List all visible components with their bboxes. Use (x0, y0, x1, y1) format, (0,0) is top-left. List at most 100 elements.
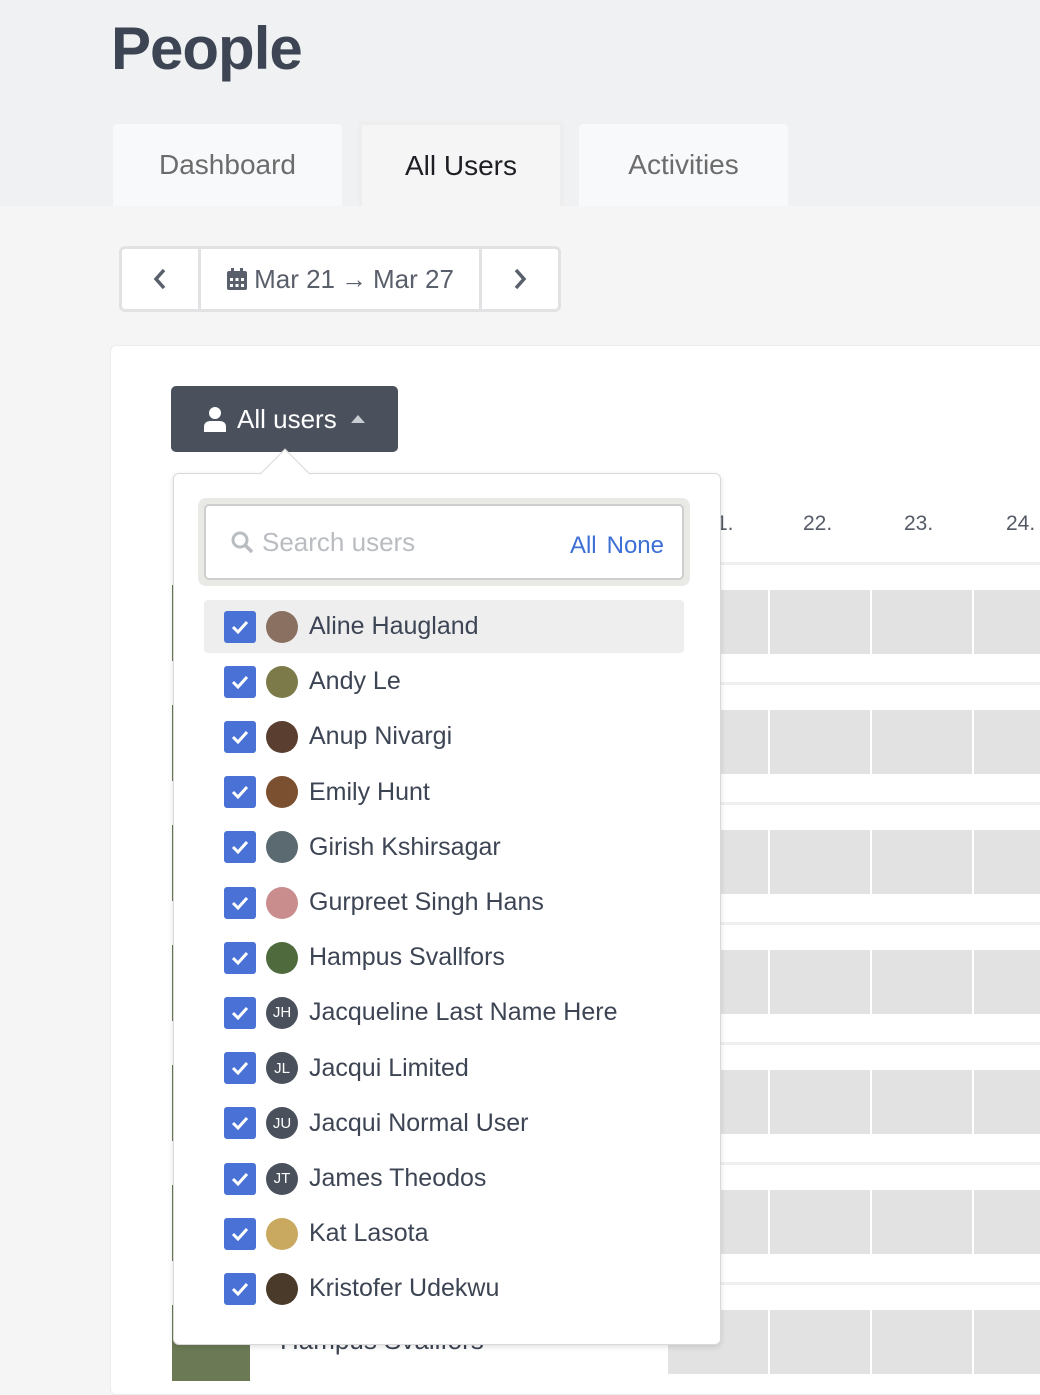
select-all-link[interactable]: All (569, 532, 597, 559)
calendar-cell[interactable] (974, 950, 1040, 1014)
user-list-item[interactable]: JT James Theodos (204, 1152, 684, 1205)
avatar: JU (266, 1107, 298, 1140)
check-icon (231, 1282, 249, 1296)
calendar-cell[interactable] (974, 1310, 1040, 1374)
calendar-cell[interactable] (872, 830, 972, 894)
user-name: Anup Nivargi (309, 722, 453, 751)
calendar-cell[interactable] (872, 1310, 972, 1374)
date-range-button[interactable]: Mar 21 → Mar 27 (198, 249, 482, 309)
calendar-cell[interactable] (974, 1190, 1040, 1254)
page-title: People (111, 15, 303, 82)
calendar-cell[interactable] (770, 950, 870, 1014)
checkbox[interactable] (224, 665, 256, 698)
user-name: James Theodos (309, 1164, 487, 1192)
user-name: Gurpreet Singh Hans (309, 888, 544, 916)
row-divider (668, 1162, 1040, 1165)
checkbox[interactable] (224, 1107, 256, 1140)
filter-label: All users (237, 403, 337, 434)
prev-week-button[interactable] (122, 249, 198, 309)
row-divider (668, 562, 1040, 565)
calendar-cell[interactable] (872, 710, 972, 774)
check-icon (231, 1172, 249, 1186)
calendar-cell[interactable] (770, 590, 870, 654)
user-name: Aline Haugland (309, 612, 479, 640)
user-name: Jacqui Normal User (309, 1108, 529, 1137)
check-icon (231, 1062, 249, 1076)
avatar: JT (266, 1162, 298, 1195)
checkbox[interactable] (224, 1052, 256, 1085)
check-icon (231, 786, 249, 800)
avatar (266, 886, 298, 919)
check-icon (231, 675, 249, 689)
user-list-item[interactable]: Kristofer Udekwu (204, 1262, 684, 1315)
tab-dashboard[interactable]: Dashboard (113, 124, 342, 206)
row-divider (668, 682, 1040, 685)
caret-up-icon (350, 415, 365, 423)
user-list-item[interactable]: Kat Lasota (204, 1207, 684, 1260)
user-list-item[interactable]: Emily Hunt (204, 766, 684, 819)
calendar-cell[interactable] (974, 710, 1040, 774)
checkbox[interactable] (224, 941, 256, 974)
tab-all-users[interactable]: All Users (358, 121, 564, 206)
user-list-item[interactable]: JL Jacqui Limited (204, 1042, 684, 1095)
user-list-item[interactable]: JH Jacqueline Last Name Here (204, 986, 684, 1039)
calendar-cell[interactable] (974, 830, 1040, 894)
user-icon (204, 407, 226, 432)
user-list-item[interactable]: Andy Le (204, 655, 684, 708)
day-header: 23. (904, 512, 934, 535)
select-none-link[interactable]: None (606, 532, 664, 559)
calendar-cell[interactable] (974, 590, 1040, 654)
user-name: Kristofer Udekwu (309, 1274, 500, 1303)
check-icon (231, 620, 249, 634)
avatar (266, 776, 298, 809)
check-icon (231, 1117, 249, 1131)
row-divider (668, 802, 1040, 805)
row-divider (668, 1282, 1040, 1285)
calendar-cell[interactable] (872, 1070, 972, 1134)
next-week-button[interactable] (482, 249, 558, 309)
checkbox[interactable] (224, 886, 256, 919)
checkbox[interactable] (224, 720, 256, 753)
calendar-cell[interactable] (770, 1190, 870, 1254)
calendar-cell[interactable] (872, 950, 972, 1014)
checkbox[interactable] (224, 1272, 256, 1305)
calendar-icon (227, 268, 248, 290)
checkbox[interactable] (224, 776, 256, 809)
check-icon (231, 1006, 249, 1020)
checkbox[interactable] (224, 831, 256, 864)
user-list-item[interactable]: Hampus Svallfors (204, 931, 684, 984)
checkbox[interactable] (224, 1217, 256, 1250)
calendar-cell[interactable] (872, 1190, 972, 1254)
row-divider (668, 922, 1040, 925)
all-users-filter-button[interactable]: All users (171, 386, 398, 452)
chevron-right-icon (514, 268, 527, 290)
user-name: Jacqui Limited (309, 1053, 469, 1082)
chevron-left-icon (153, 268, 166, 290)
calendar-cell[interactable] (770, 830, 870, 894)
user-list-item[interactable]: Aline Haugland (204, 600, 684, 653)
tab-activities[interactable]: Activities (579, 124, 788, 206)
search-users-input[interactable]: Search users (262, 526, 416, 557)
calendar-cell[interactable] (770, 1070, 870, 1134)
avatar (266, 665, 298, 698)
user-list-item[interactable]: Girish Kshirsagar (204, 821, 684, 874)
user-name: Kat Lasota (309, 1219, 429, 1248)
search-icon (231, 531, 254, 554)
avatar (266, 1217, 298, 1250)
check-icon (231, 730, 249, 744)
calendar-cell[interactable] (770, 710, 870, 774)
day-header: 24. (1006, 512, 1036, 535)
user-list-item[interactable]: Gurpreet Singh Hans (204, 876, 684, 929)
user-name: Emily Hunt (309, 777, 430, 806)
range-arrow: → (341, 263, 367, 294)
user-name: Andy Le (309, 667, 401, 696)
user-list-item[interactable]: JU Jacqui Normal User (204, 1097, 684, 1150)
checkbox[interactable] (224, 1162, 256, 1195)
calendar-cell[interactable] (872, 590, 972, 654)
checkbox[interactable] (224, 610, 256, 643)
calendar-cell[interactable] (974, 1070, 1040, 1134)
checkbox[interactable] (224, 996, 256, 1029)
calendar-cell[interactable] (770, 1310, 870, 1374)
user-list-item[interactable]: Anup Nivargi (204, 710, 684, 763)
search-box: Search users All None (198, 498, 690, 586)
